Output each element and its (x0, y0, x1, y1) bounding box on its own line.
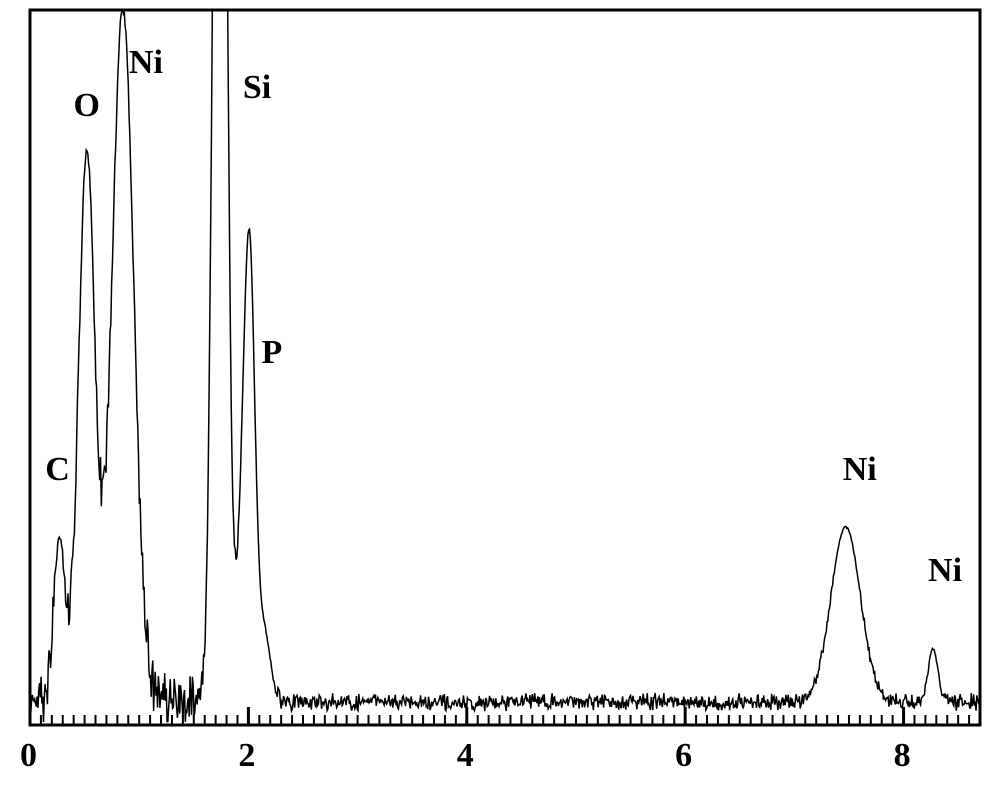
chart-svg (0, 0, 1000, 793)
peak-label-ni: Ni (928, 552, 962, 590)
x-tick-label: 8 (894, 737, 911, 775)
peak-label-si: Si (243, 69, 271, 107)
x-tick-label: 2 (238, 737, 255, 775)
peak-label-p: P (261, 334, 282, 372)
x-tick-label: 0 (20, 737, 37, 775)
x-tick-label: 6 (675, 737, 692, 775)
peak-label-c: C (45, 451, 70, 489)
peak-label-ni: Ni (129, 44, 163, 82)
eds-spectrum-chart: 0 2 4 6 8 C O Ni Si P Ni Ni (0, 0, 1000, 793)
peak-label-o: O (74, 87, 100, 125)
x-tick-label: 4 (457, 737, 474, 775)
peak-label-ni: Ni (843, 451, 877, 489)
